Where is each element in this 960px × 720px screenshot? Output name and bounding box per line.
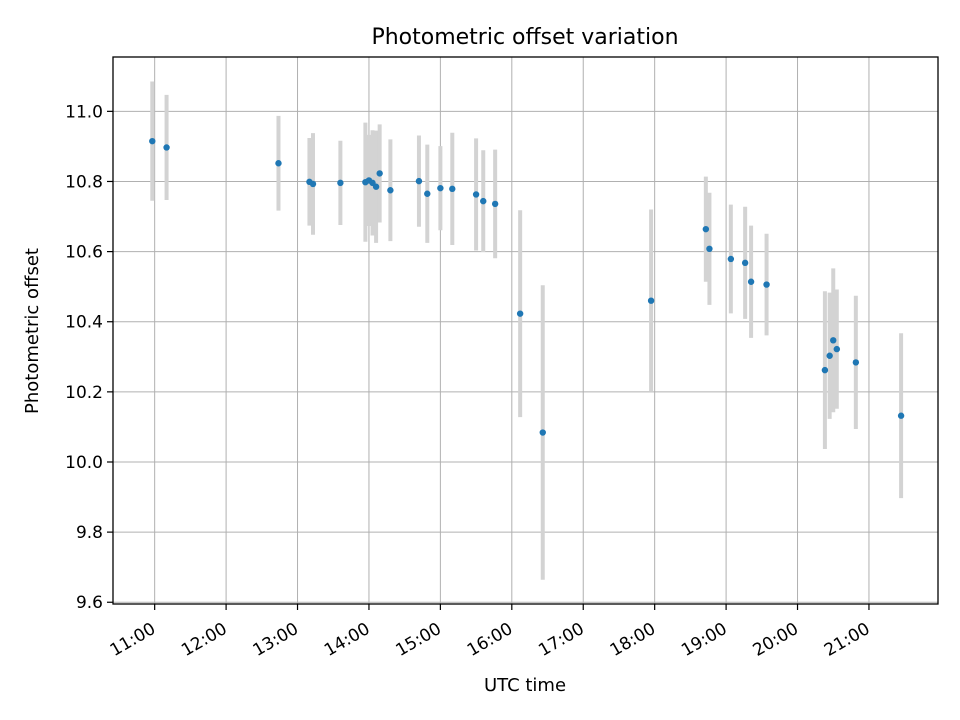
data-point	[491, 200, 499, 208]
data-point	[539, 429, 546, 436]
y-tick-label: 10.8	[65, 172, 103, 192]
data-point	[830, 337, 837, 344]
x-tick-label: 13:00	[250, 619, 302, 661]
data-point	[472, 191, 480, 198]
data-point	[372, 183, 380, 190]
data-point	[741, 259, 749, 267]
data-point	[480, 197, 487, 205]
x-tick-label: 15:00	[392, 619, 444, 661]
y-axis-label: Photometric offset	[22, 248, 43, 414]
axis-ticks: 11:00 12:00 13:00 14:00 15:00 16:00 17:00 18:00…	[65, 102, 873, 660]
x-tick-label: 16:00	[464, 619, 516, 661]
data-point	[826, 352, 833, 359]
data-point	[337, 179, 344, 187]
data-point	[747, 278, 755, 285]
data-point	[897, 412, 905, 419]
x-axis-label: UTC time	[484, 675, 566, 696]
data-point	[437, 184, 444, 192]
data-point	[376, 170, 383, 177]
data-point	[387, 187, 394, 194]
data-point	[727, 255, 735, 263]
data-point	[424, 190, 431, 197]
data-points	[149, 137, 905, 436]
x-tick-label: 18:00	[607, 619, 659, 661]
data-point	[763, 281, 770, 288]
y-tick-label: 10.2	[65, 383, 103, 403]
y-tick-label: 9.6	[76, 593, 103, 613]
x-tick-label: 17:00	[535, 619, 587, 661]
data-point	[149, 137, 156, 145]
x-tick-label: 11:00	[107, 619, 159, 661]
data-point	[852, 359, 860, 366]
data-point	[163, 144, 170, 151]
x-tick-label: 19:00	[678, 619, 730, 661]
y-tick-label: 10.6	[65, 243, 103, 263]
x-tick-label: 21:00	[821, 619, 873, 661]
y-tick-label: 10.4	[65, 313, 103, 333]
data-point	[415, 177, 423, 185]
data-point	[449, 185, 456, 193]
data-point	[516, 310, 524, 317]
data-point	[647, 297, 655, 304]
y-tick-label: 9.8	[76, 523, 103, 543]
error-bars	[150, 81, 904, 580]
y-tick-label: 10.0	[65, 453, 103, 473]
data-point	[309, 180, 317, 188]
data-point	[821, 366, 829, 374]
data-point	[275, 160, 282, 167]
data-point	[833, 345, 841, 353]
grid	[113, 57, 938, 604]
x-tick-label: 12:00	[178, 619, 230, 661]
x-tick-label: 14:00	[321, 619, 373, 661]
y-tick-label: 11.0	[65, 102, 103, 122]
x-tick-label: 20:00	[750, 619, 802, 661]
chart-title: Photometric offset variation	[371, 25, 678, 50]
data-point	[702, 225, 710, 233]
data-point	[706, 245, 713, 253]
plot-frame	[112, 56, 939, 605]
